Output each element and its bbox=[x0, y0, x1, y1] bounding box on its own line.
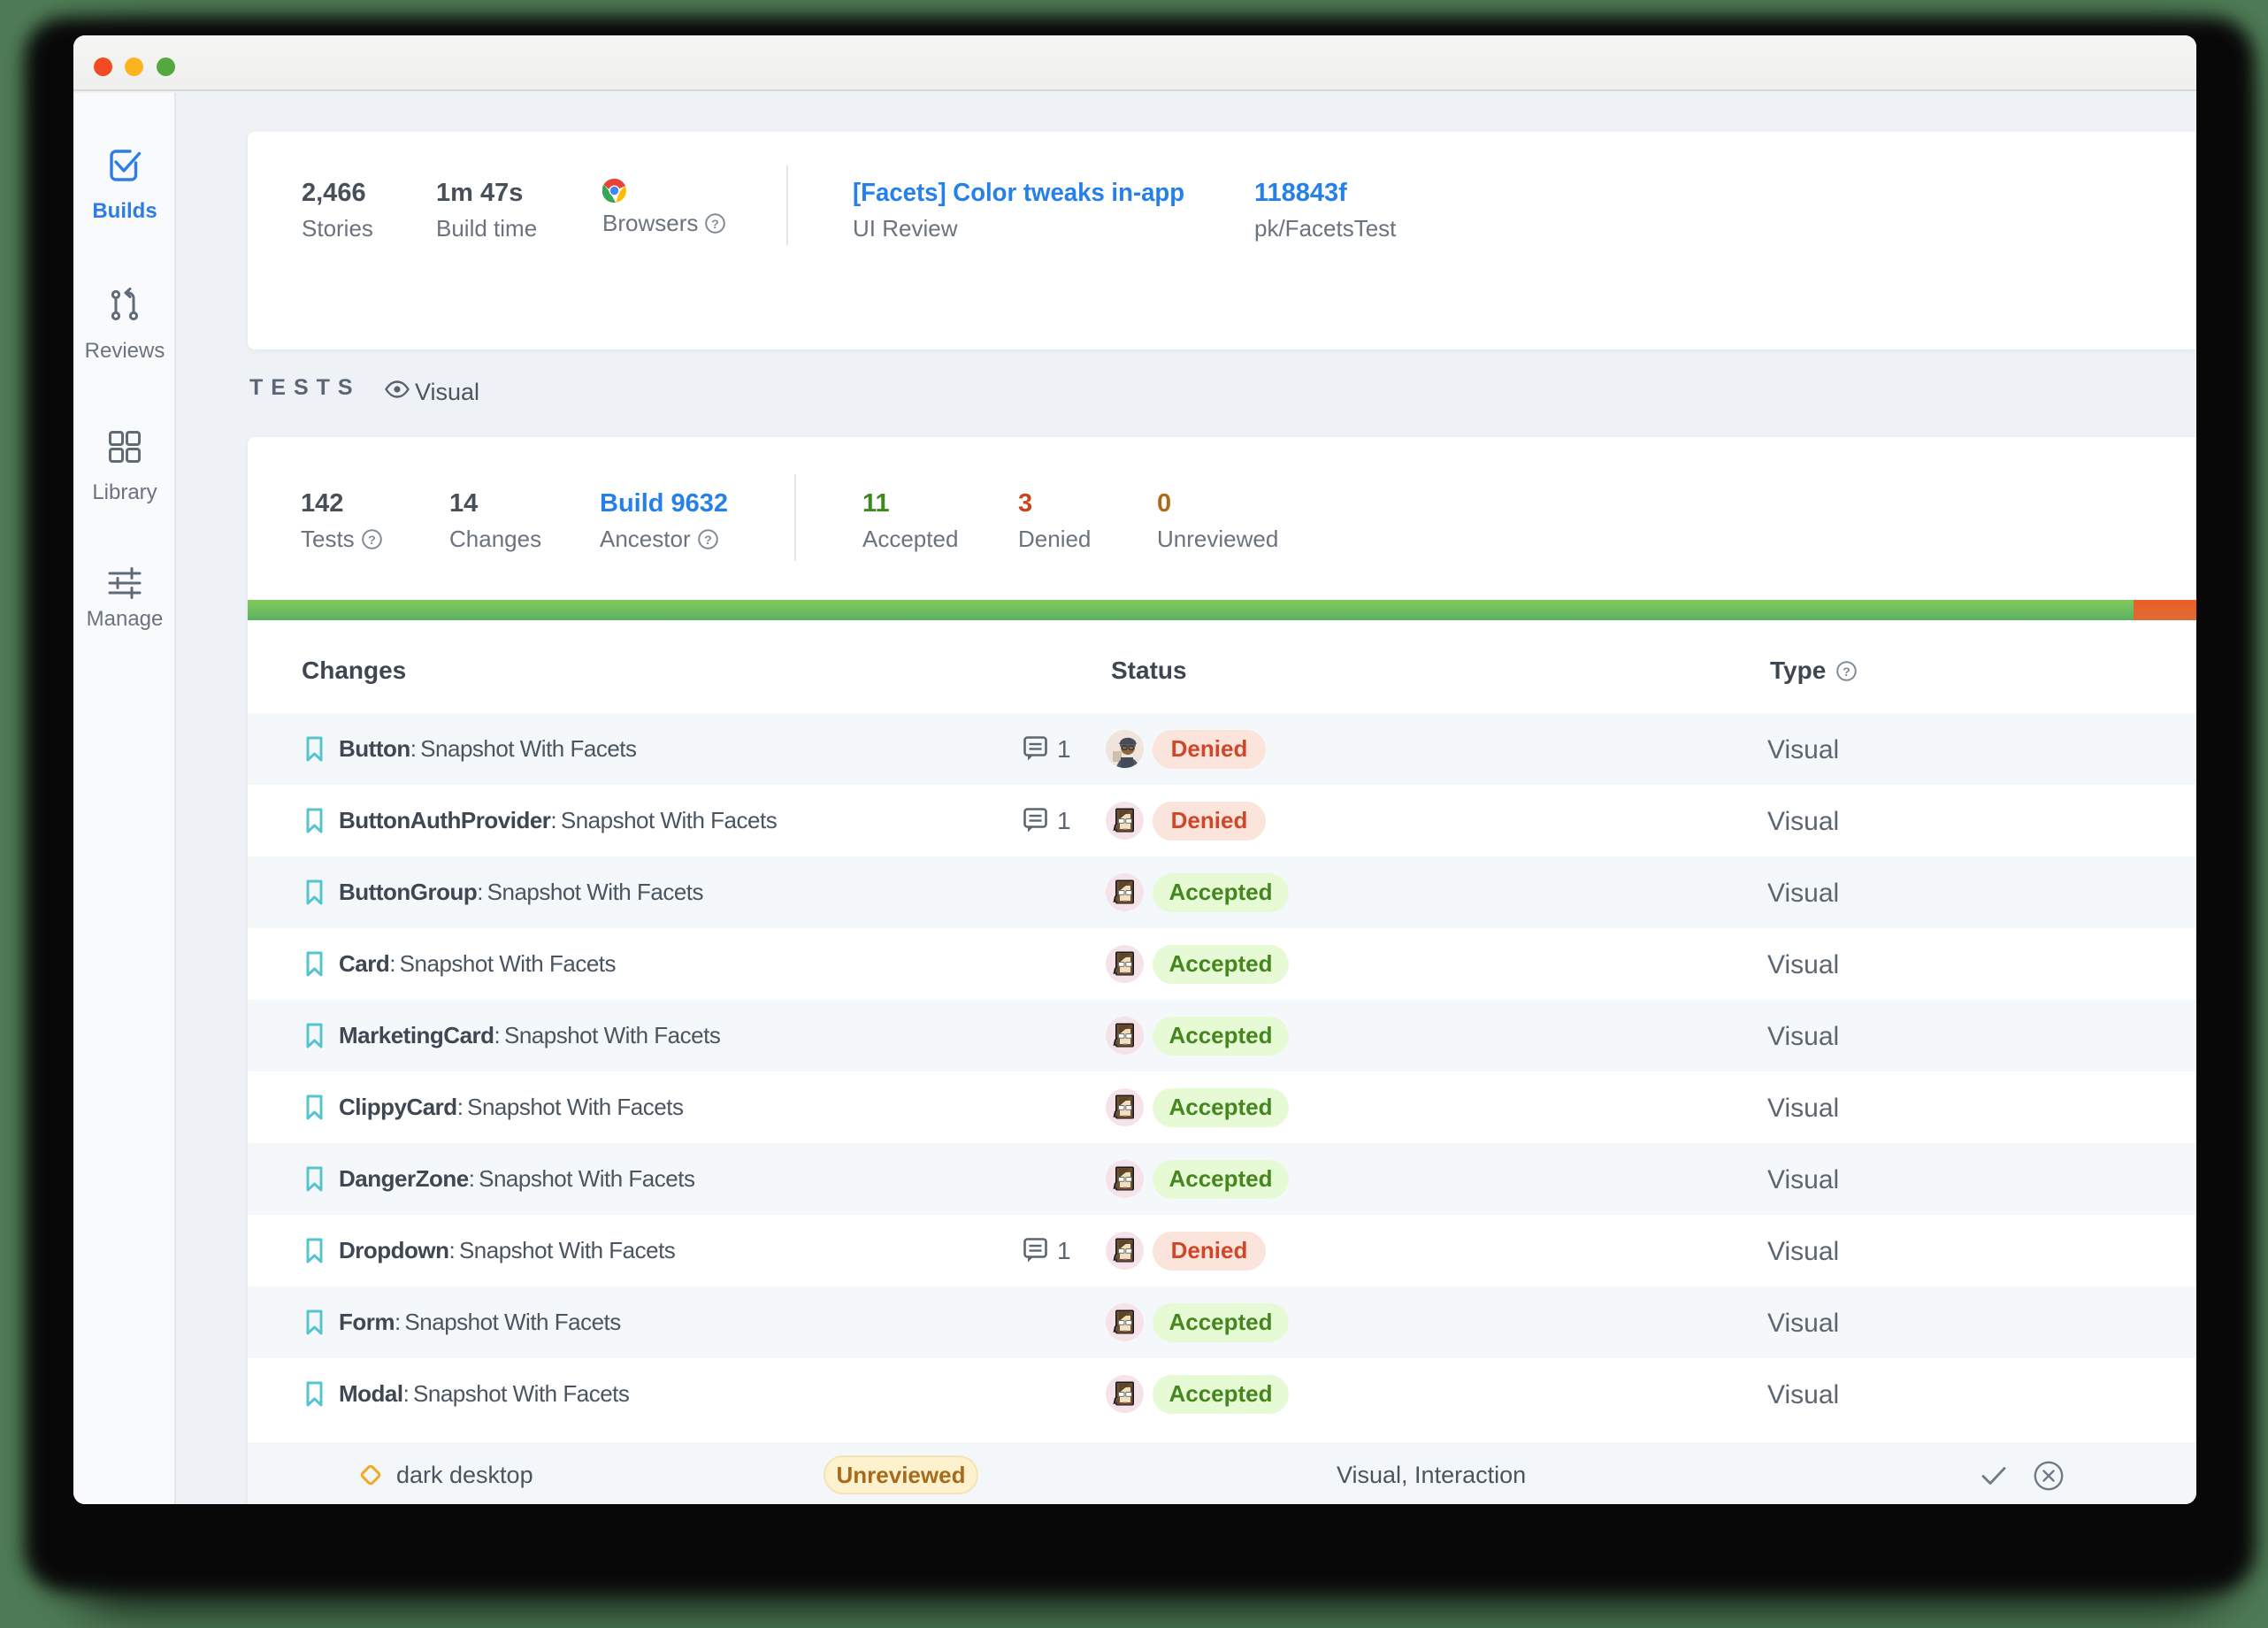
svg-text:?: ? bbox=[712, 218, 720, 232]
svg-text:?: ? bbox=[1843, 665, 1850, 680]
svg-text:?: ? bbox=[704, 534, 712, 548]
svg-text:?: ? bbox=[368, 534, 376, 548]
